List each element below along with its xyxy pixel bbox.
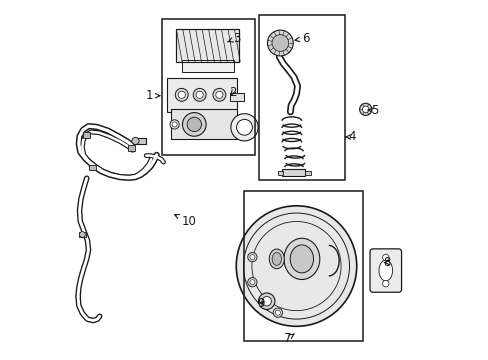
Circle shape: [359, 103, 371, 116]
Circle shape: [230, 114, 258, 141]
Circle shape: [247, 252, 257, 262]
Bar: [305, 171, 310, 175]
Bar: [176, 30, 239, 62]
Circle shape: [236, 206, 356, 326]
Circle shape: [271, 35, 288, 51]
Circle shape: [215, 91, 223, 98]
Circle shape: [267, 30, 293, 56]
Bar: [79, 231, 86, 237]
Text: 7: 7: [283, 332, 294, 345]
Circle shape: [236, 120, 252, 135]
Circle shape: [187, 117, 201, 132]
Text: 6: 6: [294, 32, 309, 45]
Circle shape: [193, 88, 206, 101]
Circle shape: [175, 88, 188, 101]
Circle shape: [178, 91, 185, 98]
Text: 10: 10: [174, 215, 196, 228]
Circle shape: [262, 297, 271, 306]
Ellipse shape: [284, 238, 319, 279]
Text: 4: 4: [345, 130, 355, 144]
Text: 9: 9: [257, 297, 264, 310]
Bar: [162, 19, 255, 155]
Bar: [258, 15, 344, 180]
Ellipse shape: [269, 249, 284, 269]
Text: 1: 1: [145, 89, 160, 102]
Circle shape: [132, 137, 139, 144]
Text: 8: 8: [383, 256, 390, 269]
Circle shape: [275, 310, 280, 315]
Ellipse shape: [271, 252, 281, 265]
Bar: [230, 93, 244, 101]
Bar: [132, 138, 146, 144]
Circle shape: [249, 280, 254, 285]
Circle shape: [80, 231, 85, 237]
Bar: [83, 132, 90, 138]
Bar: [176, 30, 239, 62]
Circle shape: [382, 280, 388, 287]
Bar: [277, 171, 283, 175]
Ellipse shape: [290, 245, 313, 273]
Ellipse shape: [378, 260, 392, 281]
Circle shape: [247, 278, 257, 287]
Bar: [282, 168, 305, 176]
Bar: [171, 109, 237, 139]
Circle shape: [249, 255, 254, 260]
Text: 3: 3: [227, 32, 240, 45]
Circle shape: [169, 120, 179, 129]
Circle shape: [212, 88, 225, 101]
Bar: [128, 145, 135, 150]
Circle shape: [172, 122, 177, 127]
Bar: [244, 191, 362, 341]
Circle shape: [273, 308, 282, 318]
Circle shape: [182, 113, 206, 136]
Bar: [182, 60, 233, 72]
Circle shape: [258, 293, 274, 310]
Circle shape: [362, 106, 368, 113]
Text: 5: 5: [367, 104, 377, 117]
FancyBboxPatch shape: [369, 249, 401, 292]
Bar: [167, 78, 237, 112]
Text: 2: 2: [229, 86, 236, 99]
Bar: [88, 165, 96, 170]
Circle shape: [382, 254, 388, 261]
Circle shape: [196, 91, 203, 98]
